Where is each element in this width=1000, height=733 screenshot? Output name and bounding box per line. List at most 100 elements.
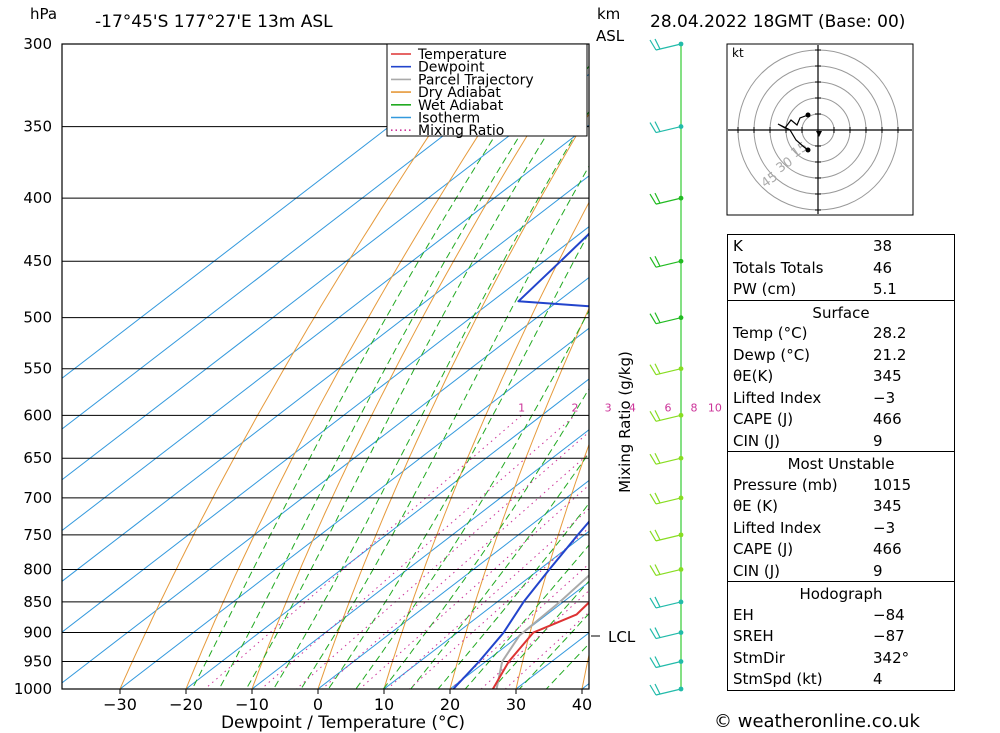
mu-cape-value: 466 xyxy=(873,540,902,558)
legend-entry: Temperature xyxy=(417,47,507,63)
isotherm-line xyxy=(185,378,589,689)
isotherm-line xyxy=(383,530,589,689)
k-label: K xyxy=(733,237,743,255)
pressure-tick-label: 750 xyxy=(23,526,52,544)
legend-entry: Parcel Trajectory xyxy=(418,72,534,88)
dewpoint-line xyxy=(452,232,589,689)
pressure-tick-label: 1000 xyxy=(14,680,52,698)
mu-li-value: −3 xyxy=(873,518,896,537)
legend-entry: Dewpoint xyxy=(418,60,485,76)
mixing-ratio-line xyxy=(295,431,589,689)
parcel-trajectory-line xyxy=(495,574,589,689)
pressure-tick-label: 650 xyxy=(23,449,52,467)
x-axis-label: Dewpoint / Temperature (°C) xyxy=(221,713,465,733)
temperature-tick-label: −20 xyxy=(169,695,203,714)
pressure-tick-label: 450 xyxy=(23,252,52,270)
pressure-tick-label: 700 xyxy=(23,489,52,507)
surface-dewp-label: Dewp (°C) xyxy=(733,345,811,364)
surface-temp-value: 28.2 xyxy=(873,324,907,342)
surface-dewp-value: 21.2 xyxy=(873,345,907,364)
surface-li-label: Lifted Index xyxy=(733,388,822,407)
isotherm-line xyxy=(62,73,589,481)
isotherm-line xyxy=(62,226,589,633)
dry-adiabat xyxy=(978,0,1000,715)
wind-barb xyxy=(649,492,682,505)
wet-adiabat xyxy=(518,612,589,689)
wind-barb xyxy=(649,596,682,609)
wind-barb xyxy=(649,38,682,51)
stmspd-label: StmSpd (kt) xyxy=(733,670,823,688)
temperature-tick-label: −10 xyxy=(235,695,269,714)
mu-theta-label: θE (K) xyxy=(733,497,778,515)
surface-cape-label: CAPE (J) xyxy=(733,410,794,428)
height-unit-km: km xyxy=(597,5,621,23)
tt-value: 46 xyxy=(873,258,893,277)
legend-entry: Isotherm xyxy=(418,111,480,127)
pw-label: PW (cm) xyxy=(733,280,797,298)
temperature-tick-label: 10 xyxy=(374,695,394,714)
surface-cape-value: 466 xyxy=(873,410,902,428)
wind-barb xyxy=(649,683,682,696)
pressure-tick-label: 350 xyxy=(23,118,52,136)
temperature-tick-label: 0 xyxy=(313,695,323,714)
temperature-tick-label: 40 xyxy=(572,695,592,714)
plot-frame xyxy=(61,43,590,690)
mu-cape-label: CAPE (J) xyxy=(733,540,794,558)
storm-motion-marker xyxy=(816,131,822,137)
pressure-tick-label: 900 xyxy=(23,624,52,642)
mixing-ratio-label: 10 xyxy=(708,401,722,414)
mixing-ratio-label: 4 xyxy=(629,401,636,414)
hodograph-point xyxy=(805,147,811,153)
mixing-ratio-line xyxy=(386,508,589,689)
pressure-tick-label: 550 xyxy=(23,360,52,378)
mixing-ratio-label: 3 xyxy=(605,401,612,414)
mu-pressure-value: 1015 xyxy=(873,475,912,494)
wind-barb xyxy=(649,529,682,542)
k-value: 38 xyxy=(873,237,893,255)
lcl-label: LCL xyxy=(608,628,636,646)
wind-barb xyxy=(649,564,682,577)
pressure-tick-label: 850 xyxy=(23,593,52,611)
mixing-ratio-label: 1 xyxy=(518,401,525,414)
temperature-tick-label: 20 xyxy=(440,695,460,714)
mixing-ratio-label: 8 xyxy=(691,401,698,414)
mixing-ratio-label: 2 xyxy=(572,401,579,414)
stmdir-value: 342° xyxy=(873,648,910,667)
mu-cin-value: 9 xyxy=(873,561,883,580)
pw-value: 5.1 xyxy=(873,280,897,298)
mixing-ratio-line xyxy=(408,527,589,689)
hodograph-point xyxy=(805,112,811,118)
temperature-tick-label: 30 xyxy=(506,695,526,714)
isotherm-line xyxy=(251,429,589,689)
datetime-title: 28.04.2022 18GMT (Base: 00) xyxy=(650,12,906,32)
surface-cin-value: 9 xyxy=(873,431,883,450)
surface-cin-label: CIN (J) xyxy=(733,431,781,450)
mixing-ratio-line xyxy=(321,452,589,689)
legend-entry: Mixing Ratio xyxy=(418,123,504,139)
mixing-ratio-line xyxy=(204,414,522,689)
pressure-unit: hPa xyxy=(30,5,58,23)
mixing-ratio-axis-label: Mixing Ratio (g/kg) xyxy=(616,351,634,493)
location-title: -17°45'S 177°27'E 13m ASL xyxy=(95,12,333,32)
wind-level-dot xyxy=(678,630,684,635)
wind-barb xyxy=(649,121,682,134)
wind-barb xyxy=(649,410,682,422)
mixing-ratio-line xyxy=(260,414,576,689)
isotherm-line xyxy=(62,124,589,532)
wind-profile xyxy=(649,38,684,696)
wind-barb xyxy=(649,452,682,465)
tt-label: Totals Totals xyxy=(733,258,824,277)
surface-theta-label: θE(K) xyxy=(733,367,774,385)
hodograph-unit: kt xyxy=(732,46,744,60)
legend-entry: Wet Adiabat xyxy=(418,98,504,114)
wind-barb xyxy=(649,312,682,325)
eh-value: −84 xyxy=(873,605,905,624)
pressure-tick-label: 600 xyxy=(23,406,52,424)
wind-level-dot xyxy=(678,567,684,572)
surface-theta-value: 345 xyxy=(873,367,902,385)
pressure-tick-label: 800 xyxy=(23,560,52,578)
height-unit-asl: ASL xyxy=(596,27,625,45)
eh-label: EH xyxy=(733,605,754,624)
